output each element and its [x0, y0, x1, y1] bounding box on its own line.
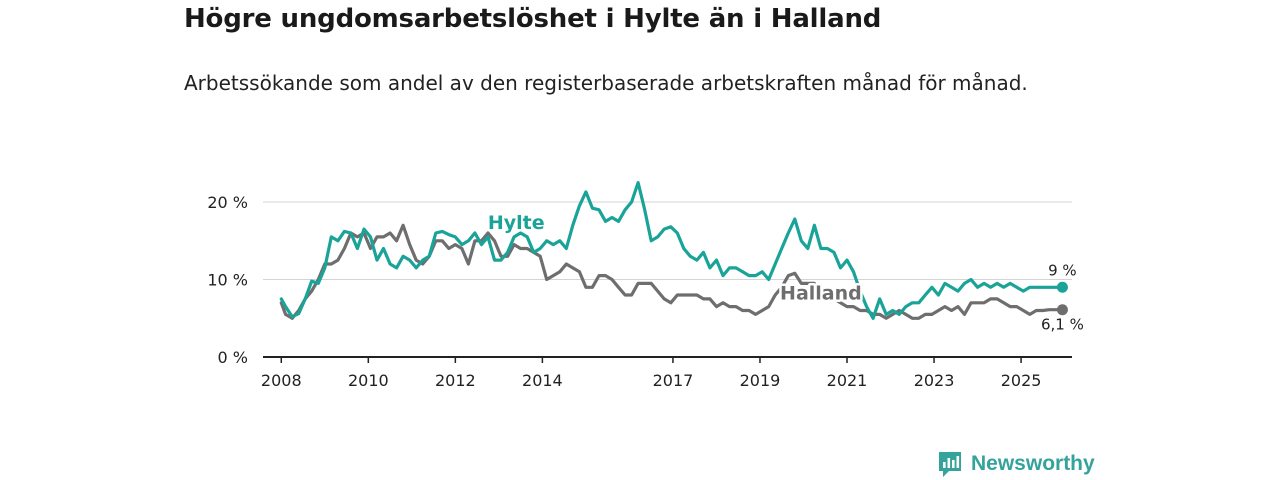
brand-name: Newsworthy	[971, 452, 1095, 475]
y-tick-label: 20 %	[207, 193, 248, 212]
series-line-hylte	[279, 181, 1064, 320]
y-tick-label: 0 %	[218, 348, 248, 367]
end-label-halland: 6,1 %	[1041, 316, 1084, 334]
series-name-hylte: Hylte	[488, 212, 545, 234]
x-tick-label: 2025	[1001, 371, 1042, 390]
end-label-hylte: 9 %	[1048, 261, 1077, 279]
series-endpoint-halland	[1056, 304, 1068, 316]
x-tick-label: 2014	[522, 371, 563, 390]
y-tick-label: 10 %	[207, 271, 248, 290]
x-tick-label: 2008	[261, 371, 302, 390]
series-name-halland: Halland	[780, 283, 862, 305]
x-tick-label: 2010	[348, 371, 389, 390]
bar-chart-logo-icon	[939, 452, 961, 477]
x-tick-label: 2012	[435, 371, 476, 390]
chart-subtitle: Arbetssökande som andel av den registerb…	[184, 71, 1028, 95]
x-tick-label: 2017	[653, 371, 694, 390]
series-line-halland	[279, 223, 1064, 320]
chart-title: Högre ungdomsarbetslöshet i Hylte än i H…	[184, 4, 882, 34]
series-endpoint-hylte	[1056, 281, 1068, 293]
newsworthy-brand[interactable]: Newsworthy	[937, 448, 1095, 480]
x-tick-label: 2023	[914, 371, 955, 390]
x-tick-label: 2019	[740, 371, 781, 390]
x-tick-label: 2021	[827, 371, 868, 390]
